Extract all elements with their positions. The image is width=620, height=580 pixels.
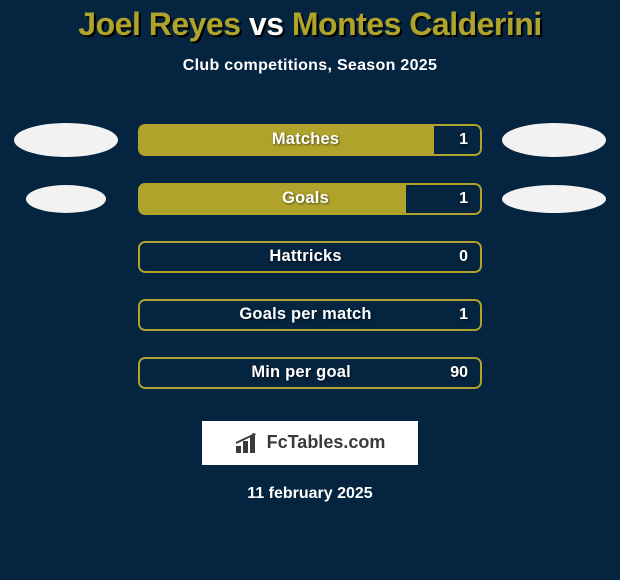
pie-right-cell <box>494 123 614 157</box>
stat-row: Goals1 <box>6 183 614 215</box>
vs-label: vs <box>249 6 284 42</box>
bar-content: Matches1 <box>138 124 482 156</box>
pie-indicator <box>502 123 606 157</box>
stat-label: Goals per match <box>152 305 459 324</box>
bars-icon <box>235 432 261 454</box>
subtitle: Club competitions, Season 2025 <box>0 57 620 75</box>
stat-label: Hattricks <box>152 247 459 266</box>
logo-text: FcTables.com <box>267 432 386 453</box>
bar-content: Hattricks0 <box>138 241 482 273</box>
stat-label: Goals <box>152 189 459 208</box>
stat-bar: Matches1 <box>138 124 482 156</box>
pie-indicator <box>26 185 106 213</box>
pie-indicator <box>502 185 606 213</box>
stat-bar: Hattricks0 <box>138 241 482 273</box>
pie-left-cell <box>6 185 126 213</box>
stat-value-right: 90 <box>450 364 468 382</box>
stat-bar: Goals per match1 <box>138 299 482 331</box>
player1-name: Joel Reyes <box>78 6 240 42</box>
stat-label: Min per goal <box>152 363 450 382</box>
pie-left-cell <box>6 123 126 157</box>
stats-list: Matches1 Goals1 Hattricks0Goals per matc… <box>0 123 620 389</box>
source-logo: FcTables.com <box>202 421 418 465</box>
date-label: 11 february 2025 <box>0 485 620 503</box>
stat-row: Matches1 <box>6 123 614 157</box>
stat-value-right: 1 <box>459 306 468 324</box>
player2-name: Montes Calderini <box>292 6 542 42</box>
stat-value-right: 1 <box>459 190 468 208</box>
bar-content: Min per goal90 <box>138 357 482 389</box>
bar-content: Goals per match1 <box>138 299 482 331</box>
page-title: Joel Reyes vs Montes Calderini <box>0 6 620 43</box>
bar-content: Goals1 <box>138 183 482 215</box>
stat-row: Min per goal90 <box>6 357 614 389</box>
comparison-infographic: Joel Reyes vs Montes Calderini Club comp… <box>0 0 620 580</box>
stat-bar: Min per goal90 <box>138 357 482 389</box>
stat-bar: Goals1 <box>138 183 482 215</box>
title-row: Joel Reyes vs Montes Calderini <box>0 0 620 43</box>
stat-value-right: 0 <box>459 248 468 266</box>
stat-label: Matches <box>152 130 459 149</box>
pie-indicator <box>14 123 118 157</box>
stat-value-right: 1 <box>459 131 468 149</box>
stat-row: Hattricks0 <box>6 241 614 273</box>
stat-row: Goals per match1 <box>6 299 614 331</box>
pie-right-cell <box>494 185 614 213</box>
